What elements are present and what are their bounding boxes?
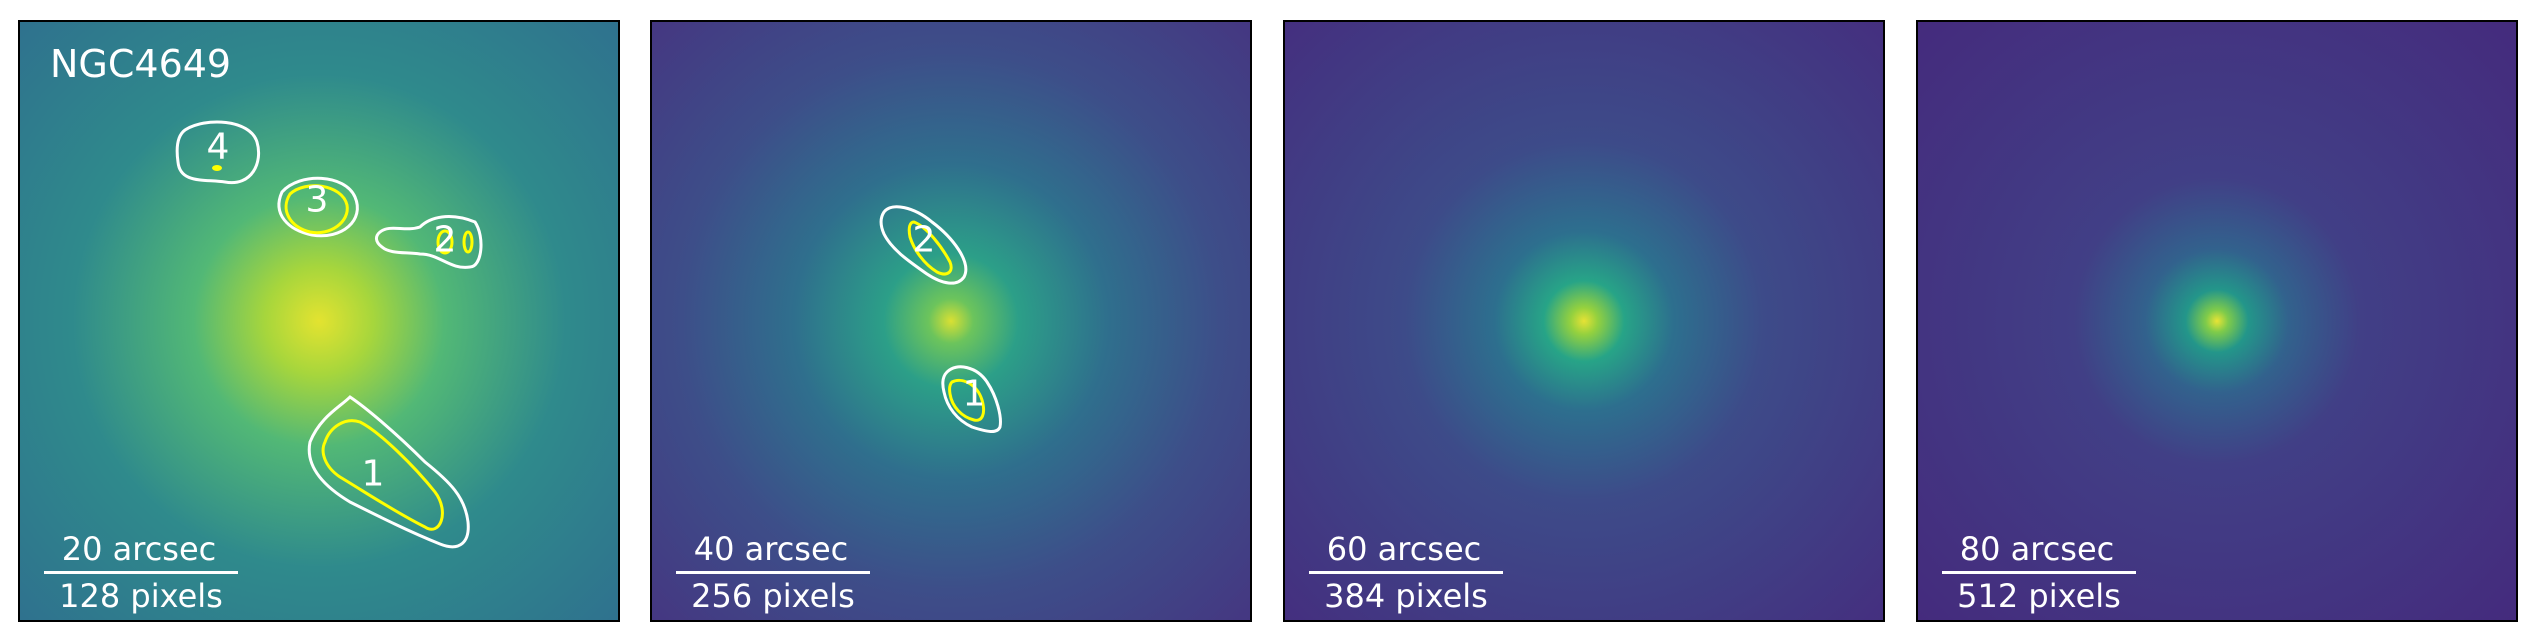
- scale-bar: [1942, 571, 2136, 574]
- region-label-1: 1: [962, 373, 986, 415]
- image-panel-3: 60 arcsec 384 pixels: [1283, 20, 1885, 622]
- region-label-2: 2: [912, 219, 936, 261]
- region-label-4: 4: [206, 126, 230, 168]
- galaxy-image-3: [1285, 22, 1883, 620]
- scale-bar-pixels: 512 pixels: [1957, 577, 2121, 615]
- scale-bar-arcsec: 60 arcsec: [1326, 530, 1482, 568]
- scale-bar: [1309, 571, 1503, 574]
- scale-bar: [44, 571, 238, 574]
- galaxy-name: NGC4649: [50, 42, 232, 86]
- galaxy-image-2: [652, 22, 1250, 620]
- region-label-2: 2: [433, 219, 457, 261]
- scale-bar-pixels: 128 pixels: [59, 577, 223, 615]
- scale-bar-pixels: 384 pixels: [1324, 577, 1488, 615]
- galaxy-image-1: [20, 22, 618, 620]
- region-label-3: 3: [305, 179, 329, 221]
- scale-bar: [676, 571, 870, 574]
- image-panel-2: 2 1 40 arcsec 256 pixels: [650, 20, 1252, 622]
- scale-bar-arcsec: 20 arcsec: [61, 530, 217, 568]
- scale-bar-pixels: 256 pixels: [691, 577, 855, 615]
- galaxy-image-4: [1918, 22, 2516, 620]
- scale-bar-arcsec: 80 arcsec: [1959, 530, 2115, 568]
- image-panel-4: 80 arcsec 512 pixels: [1916, 20, 2518, 622]
- region-label-1: 1: [361, 453, 385, 495]
- scale-bar-arcsec: 40 arcsec: [693, 530, 849, 568]
- image-panel-1: NGC4649 4 3 2 1 20 arcsec 128 pixels: [18, 20, 620, 622]
